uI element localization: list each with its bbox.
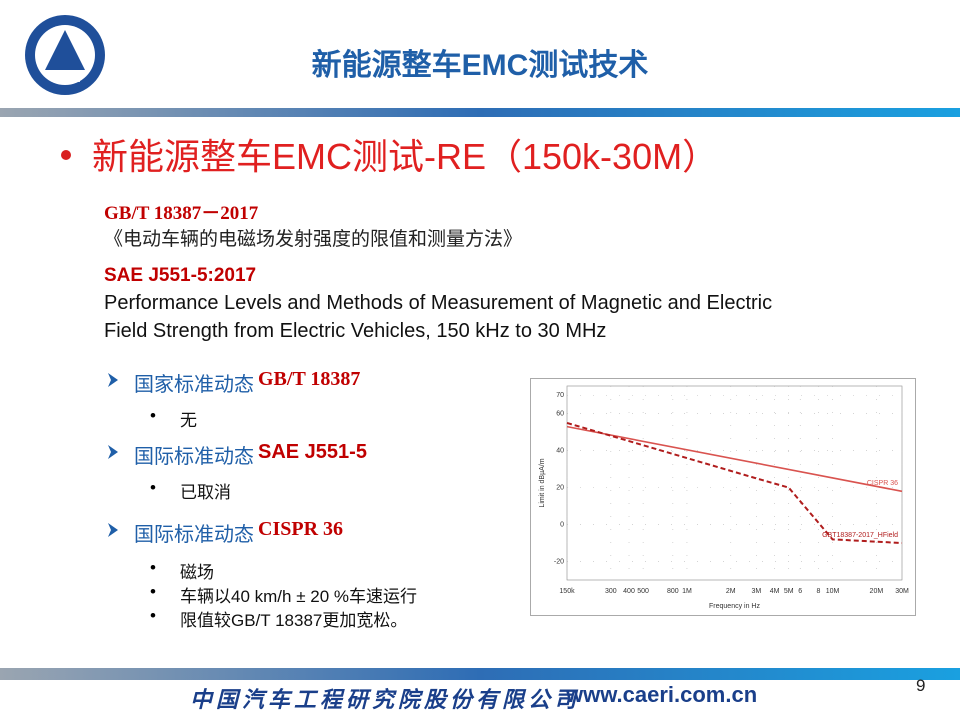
x-tick-label: 500	[637, 588, 649, 595]
header-bar	[0, 108, 960, 117]
std-name: Performance Levels and Methods of Measur…	[104, 292, 773, 314]
y-tick-label: 70	[556, 392, 564, 399]
heading: 新能源整车EMC测试-RE（150k-30M）	[92, 136, 719, 177]
status-code: CISPR 36	[258, 518, 344, 540]
x-tick-label: 150k	[559, 588, 575, 595]
std-name: Field Strength from Electric Vehicles, 1…	[104, 320, 607, 342]
x-tick-label: 2M	[726, 588, 736, 595]
footer-company: 中国汽车工程研究院股份有限公司	[190, 687, 581, 712]
footer-url: www.caeri.com.cn	[566, 682, 758, 707]
chart-frame	[530, 378, 916, 616]
bullet	[61, 150, 71, 160]
series-line	[566, 421, 903, 545]
logo-text: CAERI	[49, 74, 80, 85]
logo-triangle	[45, 30, 85, 70]
page-number: 9	[916, 676, 926, 695]
x-tick-label: 8	[816, 588, 820, 595]
status-code: SAE J551-5	[258, 441, 367, 463]
x-tick-label: 20M	[870, 588, 884, 595]
item-bullet-text: 车辆以40 km/h ± 20 %车速运行	[180, 587, 417, 606]
item-bullet: •	[150, 478, 156, 497]
x-tick-label: 5M	[784, 588, 794, 595]
y-tick-label: 60	[556, 411, 564, 418]
x-tick-label: 3M	[752, 588, 762, 595]
x-tick-label: 4M	[770, 588, 780, 595]
y-tick-label: 0	[560, 521, 564, 528]
item-bullet: •	[150, 558, 156, 577]
y-tick-label: 40	[556, 448, 564, 455]
x-axis-label: Frequency in Hz	[709, 603, 760, 610]
x-tick-label: 10M	[826, 588, 840, 595]
series-label: CISPR 36	[867, 480, 898, 487]
arrow-bullets	[108, 373, 118, 537]
status-label: 国际标准动态	[134, 446, 254, 468]
chart: -20 0 20 40 60 70 150k 300 400 500 800 1M 2M 3M 4M 5M 6 8…	[530, 378, 916, 616]
item-bullet: •	[150, 406, 156, 425]
y-tick-label: -20	[554, 558, 564, 565]
std-code: GB/T 18387－2017	[104, 203, 259, 224]
item-bullet-text: 限值较GB/T 18387更加宽松。	[180, 611, 408, 630]
item-bullet-text: 磁场	[180, 563, 214, 582]
status-label: 国际标准动态	[134, 524, 254, 546]
footer-bar	[0, 668, 960, 680]
item-bullet-text: 已取消	[180, 483, 231, 502]
series-label: GBT18387-2017_HField	[822, 532, 898, 539]
x-tick-label: 400	[623, 588, 635, 595]
y-axis-label: Limit in dBµA/m	[539, 458, 546, 507]
std-name: 《电动车辆的电磁场发射强度的限值和测量方法》	[104, 229, 523, 250]
x-tick-label: 800	[667, 588, 679, 595]
item-bullet: •	[150, 606, 156, 625]
x-tick-label: 6	[798, 588, 802, 595]
status-label: 国家标准动态	[134, 374, 254, 396]
item-bullet-text: 无	[180, 411, 197, 430]
series-line	[566, 425, 903, 493]
status-code: GB/T 18387	[258, 368, 361, 390]
item-bullet: •	[150, 582, 156, 601]
slide-title: 新能源整车EMC测试技术	[311, 49, 649, 82]
x-tick-label: 30M	[895, 588, 909, 595]
y-tick-label: 20	[556, 484, 564, 491]
std-code: SAE J551-5:2017	[104, 265, 257, 286]
plot-area	[566, 385, 903, 581]
x-tick-label: 1M	[682, 588, 692, 595]
x-tick-label: 300	[605, 588, 617, 595]
